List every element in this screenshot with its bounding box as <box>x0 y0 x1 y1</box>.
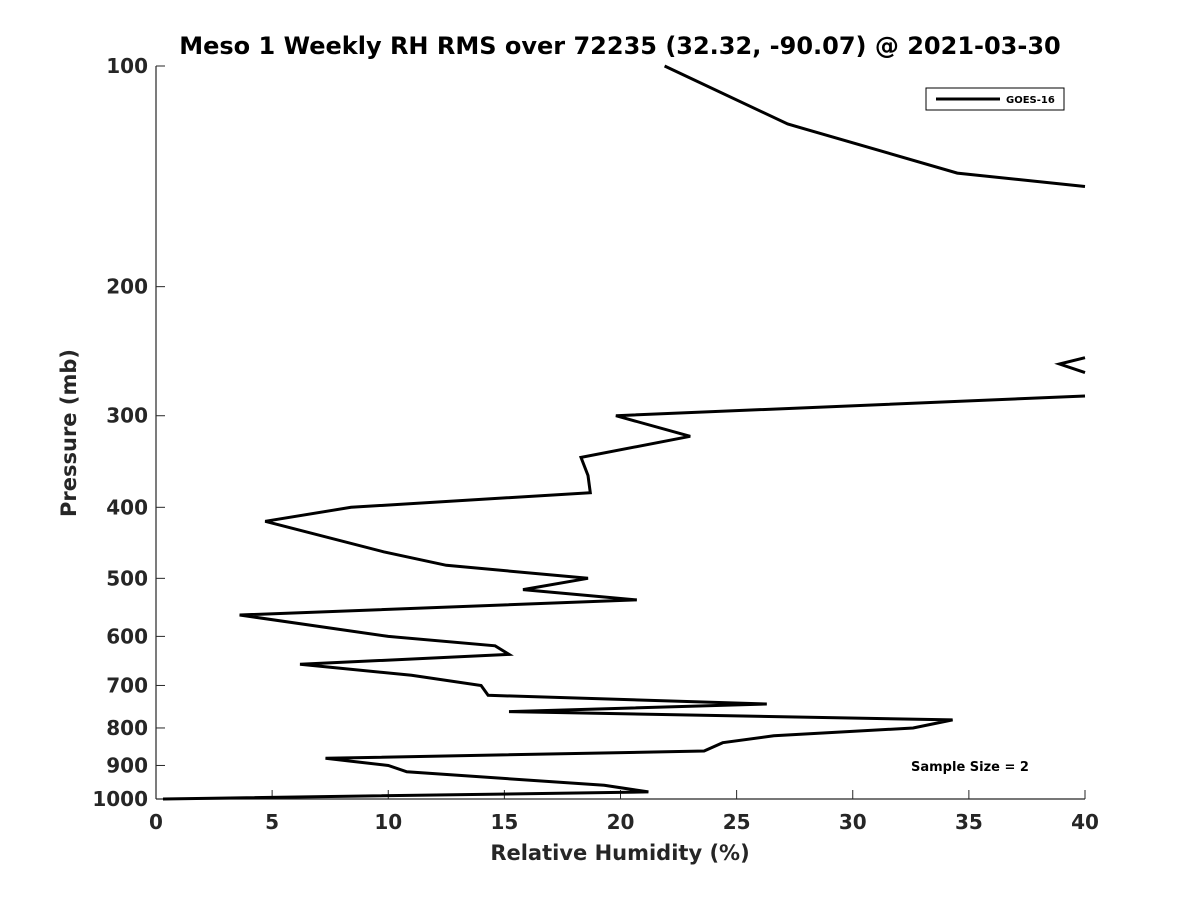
y-axis-label: Pressure (mb) <box>57 349 81 517</box>
x-tick-label: 5 <box>265 810 279 834</box>
x-tick-label: 30 <box>839 810 867 834</box>
x-tick-label: 35 <box>955 810 983 834</box>
y-tick-label: 200 <box>106 275 148 299</box>
y-axis-ticks: 100 200 300 400 500 600 700 800 900 1000 <box>92 54 165 811</box>
y-tick-label: 400 <box>106 495 148 519</box>
y-tick-label: 500 <box>106 566 148 590</box>
y-tick-label: 1000 <box>92 787 148 811</box>
series-line-goes-16-segment-2 <box>1054 356 1086 375</box>
x-tick-label: 40 <box>1071 810 1099 834</box>
y-tick-label: 700 <box>106 673 148 697</box>
series-line-goes-16-segment-1 <box>663 64 1086 188</box>
y-tick-label: 800 <box>106 716 148 740</box>
series-line-goes-16-segment-3 <box>162 394 1086 801</box>
x-tick-label: 15 <box>490 810 518 834</box>
x-tick-label: 20 <box>607 810 635 834</box>
y-tick-label: 600 <box>106 624 148 648</box>
y-tick-label: 900 <box>106 753 148 777</box>
legend-label-goes-16: GOES-16 <box>1006 95 1055 106</box>
legend: GOES-16 <box>925 87 1065 111</box>
x-axis-label: Relative Humidity (%) <box>490 841 749 865</box>
y-tick-label: 300 <box>106 404 148 428</box>
series-lines <box>162 64 1086 801</box>
x-tick-label: 0 <box>149 810 163 834</box>
x-tick-label: 10 <box>374 810 402 834</box>
sample-size-annotation: Sample Size = 2 <box>911 760 1029 775</box>
x-axis-ticks: 0 5 10 15 20 25 30 35 40 <box>149 790 1099 834</box>
chart-title: Meso 1 Weekly RH RMS over 72235 (32.32, … <box>179 32 1061 60</box>
y-tick-label: 100 <box>106 54 148 78</box>
axes <box>155 66 1085 800</box>
x-tick-label: 25 <box>723 810 751 834</box>
